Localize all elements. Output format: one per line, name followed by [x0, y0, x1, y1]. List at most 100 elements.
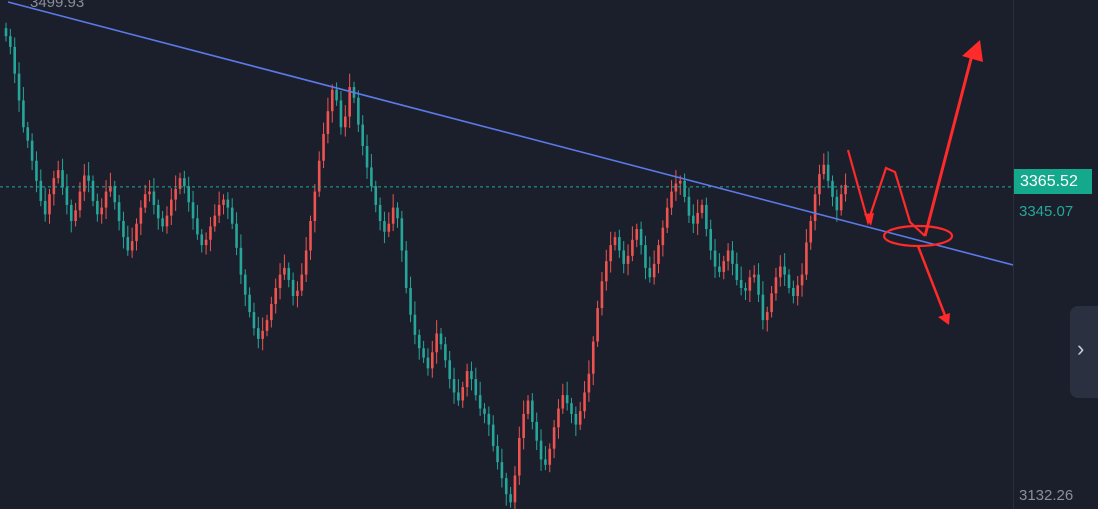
candle-body	[648, 267, 652, 278]
candle-body	[156, 204, 160, 219]
candle-body	[587, 373, 591, 393]
price-axis[interactable]	[1013, 0, 1098, 509]
candle-body	[605, 261, 608, 282]
candle-body	[148, 191, 151, 195]
candle-body	[735, 263, 739, 280]
candle-body	[570, 403, 573, 414]
candle-body	[161, 218, 164, 227]
candle-body	[457, 392, 460, 401]
candle-body	[487, 413, 491, 425]
candle-body	[726, 250, 730, 262]
candle-body	[22, 100, 25, 128]
candle-body	[504, 478, 508, 495]
candle-body	[287, 267, 291, 280]
retest-zigzag	[846, 149, 926, 237]
candle-body	[800, 274, 804, 286]
candle-body	[191, 202, 195, 219]
candle-body	[226, 199, 230, 208]
candle-body	[335, 89, 338, 101]
candle-body	[87, 175, 90, 181]
candle-body	[552, 427, 556, 449]
candle-body	[657, 245, 660, 264]
candle-body	[383, 221, 386, 232]
annotations-group	[846, 40, 983, 325]
candle-body	[796, 285, 799, 297]
candle-body	[809, 221, 813, 243]
candle-body	[270, 304, 273, 321]
candle-body	[826, 164, 830, 181]
candle-body	[461, 387, 465, 401]
candle-body	[83, 175, 86, 192]
candle-body	[739, 279, 743, 288]
candle-body	[696, 212, 699, 224]
candle-body	[565, 395, 569, 404]
candle-body	[365, 146, 369, 168]
downward-arrowhead	[938, 313, 950, 325]
candle-body	[261, 330, 264, 339]
candle-body	[300, 274, 304, 291]
axis-bottom-label: 3132.26	[1019, 487, 1074, 504]
candle-body	[805, 242, 808, 275]
candle-body	[69, 204, 73, 222]
candle-body	[678, 180, 682, 184]
candle-body	[770, 293, 773, 313]
secondary-price-label: 3345.07	[1019, 203, 1074, 220]
scroll-right-button[interactable]: ›	[1070, 306, 1098, 398]
candle-body	[709, 229, 712, 251]
candle-body	[409, 287, 412, 315]
candle-body	[239, 247, 243, 275]
candle-body	[178, 178, 182, 189]
trendline[interactable]	[7, 1, 1013, 266]
candle-body	[196, 218, 199, 235]
candle-body	[404, 250, 408, 288]
zigzag-arrowhead	[864, 213, 874, 226]
candle-body	[43, 200, 47, 215]
candlestick-chart[interactable]	[0, 0, 1013, 509]
candle-body	[317, 160, 321, 192]
candle-body	[744, 287, 747, 291]
candle-body	[831, 180, 834, 197]
candle-body	[544, 459, 547, 465]
candle-body	[230, 207, 234, 224]
candle-body	[596, 308, 599, 342]
candle-body	[291, 279, 295, 297]
candle-body	[248, 294, 251, 313]
candle-body	[313, 191, 317, 222]
candle-body	[217, 204, 221, 216]
candle-body	[618, 237, 621, 251]
candle-body	[844, 184, 847, 195]
candle-body	[96, 200, 99, 215]
candle-body	[35, 160, 38, 181]
candle-body	[78, 191, 82, 211]
candle-body	[535, 421, 538, 441]
candle-body	[309, 221, 312, 251]
candle-body	[322, 133, 325, 161]
candle-body	[326, 111, 330, 134]
candle-body	[822, 164, 826, 175]
candle-body	[731, 250, 734, 264]
candle-body	[426, 357, 430, 369]
candle-body	[500, 462, 504, 479]
candle-body	[9, 36, 12, 47]
candle-body	[835, 196, 839, 211]
candle-body	[635, 229, 639, 240]
candle-body	[578, 411, 582, 425]
candle-body	[626, 255, 630, 264]
candle-body	[609, 245, 612, 262]
candle-body	[374, 186, 378, 205]
candle-body	[574, 413, 578, 425]
candle-body	[65, 187, 69, 205]
candle-body	[348, 87, 351, 117]
candle-body	[143, 194, 147, 208]
candle-body	[513, 475, 517, 503]
candle-body	[30, 140, 34, 161]
candle-body	[435, 333, 438, 353]
candle-body	[100, 207, 103, 215]
candle-body	[417, 334, 421, 349]
upward-arrowhead	[962, 40, 983, 62]
candle-body	[674, 183, 678, 192]
candle-body	[265, 320, 269, 331]
axis-top-label: 3499.93	[30, 0, 85, 11]
candle-body	[465, 371, 469, 388]
candle-body	[813, 194, 817, 222]
